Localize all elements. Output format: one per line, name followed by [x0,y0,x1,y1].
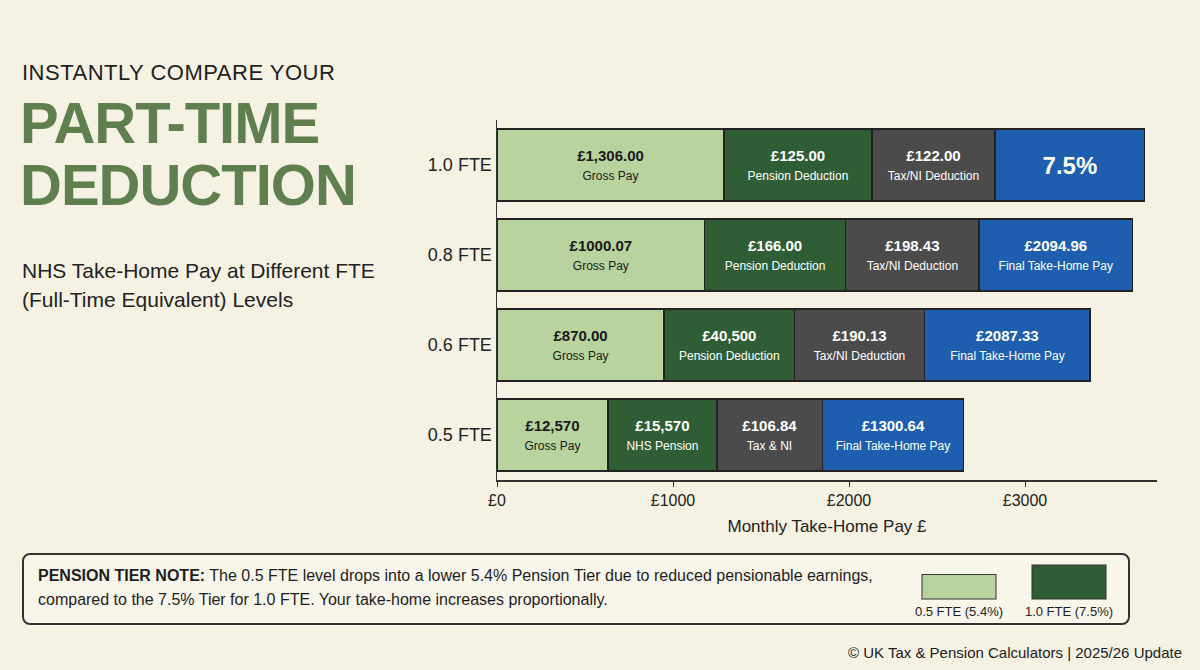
svg-text:£190.13Tax/NI Deduction: £190.13Tax/NI Deduction [814,327,905,364]
svg-text:1.0 FTE (7.5%): 1.0 FTE (7.5%) [1025,604,1113,619]
svg-text:1.0 FTE: 1.0 FTE [428,155,492,175]
svg-text:£1000.07Gross Pay: £1000.07Gross Pay [570,237,633,274]
svg-text:£1300.64Final Take-Home Pay: £1300.64Final Take-Home Pay [836,417,951,454]
svg-text:0.6 FTE: 0.6 FTE [428,335,492,355]
svg-text:£125.00Pension Deduction: £125.00Pension Deduction [748,147,849,184]
html-text:NHS Take-Home Pay at Different: NHS Take-Home Pay at Different FTE (Full… [22,259,375,311]
svg-text:£122.00Tax/NI Deduction: £122.00Tax/NI Deduction [888,147,979,184]
svg-text:7.5%: 7.5% [1043,152,1098,179]
svg-text:£2000: £2000 [827,492,872,509]
svg-text:£40,500Pension Deduction: £40,500Pension Deduction [679,327,780,364]
svg-text:£3000: £3000 [1003,492,1048,509]
svg-text:£2094.96Final Take-Home Pay: £2094.96Final Take-Home Pay [999,237,1114,274]
svg-text:£12,570Gross Pay: £12,570Gross Pay [524,417,580,454]
svg-text:£1,306.00Gross Pay: £1,306.00Gross Pay [577,147,644,184]
html-text:© UK Tax & Pension Calculators: © UK Tax & Pension Calculators | 2025/26… [848,644,1182,661]
svg-text:Monthly Take-Home Pay £: Monthly Take-Home Pay £ [727,517,927,536]
svg-text:0.5 FTE: 0.5 FTE [428,425,492,445]
svg-text:0.8 FTE: 0.8 FTE [428,245,492,265]
svg-text:£166.00Pension Deduction: £166.00Pension Deduction [725,237,826,274]
html-text:INSTANTLY COMPARE YOUR: INSTANTLY COMPARE YOUR [22,60,336,85]
html-text:PENSION TIER NOTE: The 0.5 FTE: PENSION TIER NOTE: The 0.5 FTE level dro… [38,567,873,608]
svg-text:£1000: £1000 [651,492,696,509]
svg-text:0.5 FTE (5.4%): 0.5 FTE (5.4%) [915,604,1003,619]
svg-text:£2087.33Final Take-Home Pay: £2087.33Final Take-Home Pay [950,327,1065,364]
svg-text:£106.84Tax & NI: £106.84Tax & NI [742,417,797,454]
svg-text:£15,570NHS Pension: £15,570NHS Pension [626,417,698,454]
svg-text:£0: £0 [488,492,506,509]
svg-text:£870.00Gross Pay: £870.00Gross Pay [553,327,609,364]
html-text:PART-TIME DEDUCTION: PART-TIME DEDUCTION [20,90,356,217]
svg-text:£198.43Tax/NI Deduction: £198.43Tax/NI Deduction [867,237,958,274]
